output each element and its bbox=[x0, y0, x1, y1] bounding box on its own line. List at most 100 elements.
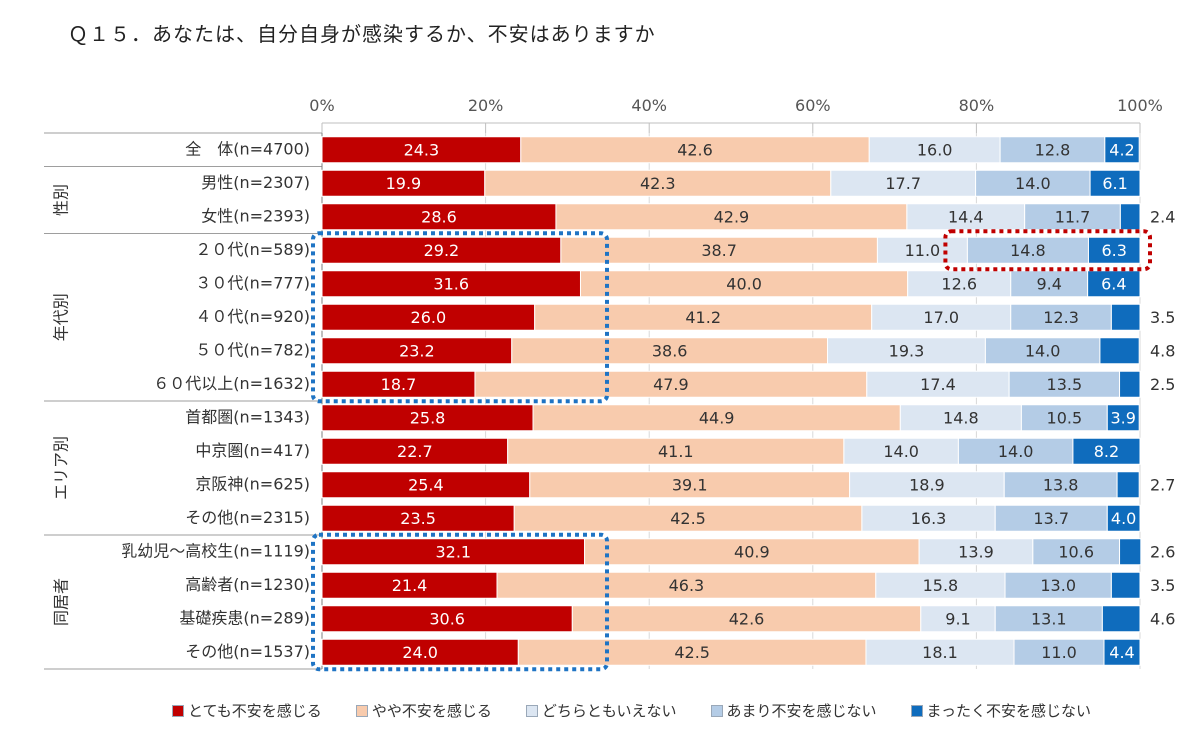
data-label: 16.3 bbox=[911, 509, 947, 528]
data-label-outside: 4.6 bbox=[1150, 609, 1175, 628]
data-label: 18.9 bbox=[909, 475, 945, 494]
bar-segment bbox=[321, 236, 562, 264]
bar-segment bbox=[513, 504, 863, 532]
bar-segment bbox=[830, 169, 977, 197]
data-label: 41.1 bbox=[658, 442, 694, 461]
row-label: その他(n=2315) bbox=[185, 508, 310, 527]
data-label: 12.6 bbox=[941, 274, 977, 293]
bar-segment bbox=[321, 638, 519, 666]
legend-swatch bbox=[172, 704, 184, 717]
bar-segment bbox=[321, 538, 586, 566]
highlight-box-20s bbox=[943, 229, 1152, 272]
data-label: 29.2 bbox=[424, 241, 460, 260]
data-label: 19.9 bbox=[386, 174, 422, 193]
bar-segment bbox=[1087, 270, 1141, 298]
bar-segment bbox=[957, 437, 1074, 465]
data-label: 41.2 bbox=[685, 308, 721, 327]
data-label: 4.2 bbox=[1109, 140, 1134, 159]
data-label-outside: 3.5 bbox=[1150, 308, 1175, 327]
bar-segment bbox=[994, 605, 1103, 633]
data-label: 12.8 bbox=[1035, 140, 1071, 159]
bar-segment bbox=[1072, 437, 1141, 465]
data-label: 13.5 bbox=[1047, 375, 1083, 394]
row-label: ２０代(n=589) bbox=[195, 240, 310, 259]
data-label: 18.7 bbox=[381, 375, 417, 394]
bar-segment bbox=[321, 571, 498, 599]
bar-segment bbox=[321, 169, 486, 197]
data-label: 13.7 bbox=[1033, 509, 1069, 528]
x-tick-label: 20% bbox=[468, 96, 504, 115]
data-label: 14.0 bbox=[1015, 174, 1051, 193]
data-label: 14.8 bbox=[943, 408, 979, 427]
bar-segment bbox=[999, 136, 1106, 164]
bar-segment bbox=[1024, 203, 1121, 231]
legend-label: あまり不安を感じない bbox=[726, 702, 877, 720]
data-label: 4.4 bbox=[1109, 643, 1134, 662]
data-label: 9.4 bbox=[1036, 274, 1061, 293]
bar-segment bbox=[1013, 638, 1105, 666]
bar-segment bbox=[321, 203, 557, 231]
bar-segment bbox=[843, 437, 959, 465]
bar-segment bbox=[321, 471, 531, 499]
data-label: 39.1 bbox=[672, 475, 708, 494]
bar-segment bbox=[321, 370, 476, 398]
bar-segment bbox=[906, 203, 1026, 231]
bar-segment bbox=[984, 337, 1101, 365]
data-label: 15.8 bbox=[923, 576, 959, 595]
bar-segment bbox=[321, 504, 515, 532]
bar-segment bbox=[534, 303, 873, 331]
legend-swatch bbox=[910, 704, 923, 717]
x-tick-label: 60% bbox=[795, 96, 831, 115]
bar-segment bbox=[321, 270, 581, 298]
data-label: 24.3 bbox=[404, 140, 440, 159]
data-label: 42.6 bbox=[729, 609, 765, 628]
data-label: 31.6 bbox=[433, 274, 469, 293]
legend-item: とても不安を感じる bbox=[172, 700, 322, 721]
row-label: 乳幼児～高校生(n=1119) bbox=[121, 541, 310, 560]
legend-swatch bbox=[355, 704, 368, 717]
bar-segment bbox=[1116, 471, 1140, 499]
row-label: 中京圏(n=417) bbox=[195, 441, 310, 460]
bar-segment bbox=[1119, 370, 1141, 398]
data-label: 13.0 bbox=[1040, 576, 1076, 595]
row-label: 首都圏(n=1343) bbox=[185, 407, 310, 426]
data-label: 10.5 bbox=[1047, 408, 1083, 427]
bar-segment bbox=[1104, 136, 1140, 164]
data-label: 23.2 bbox=[399, 341, 435, 360]
data-label: 10.6 bbox=[1058, 542, 1094, 561]
data-label: 3.9 bbox=[1111, 408, 1136, 427]
data-label: 24.0 bbox=[402, 643, 438, 662]
data-label: 6.1 bbox=[1102, 174, 1127, 193]
bar-segment bbox=[1087, 236, 1141, 264]
bar-segment bbox=[1003, 471, 1118, 499]
bar-segment bbox=[994, 504, 1108, 532]
legend-item: あまり不安を感じない bbox=[710, 700, 877, 721]
data-label: 28.6 bbox=[421, 207, 457, 226]
bar-segment bbox=[321, 404, 534, 432]
data-label: 25.8 bbox=[410, 408, 446, 427]
data-label: 30.6 bbox=[429, 609, 465, 628]
data-label: 32.1 bbox=[435, 542, 471, 561]
row-label: ３０代(n=777) bbox=[195, 273, 310, 292]
row-label: ４０代(n=920) bbox=[195, 307, 310, 326]
bar-segment bbox=[532, 404, 901, 432]
x-tick-label: 100% bbox=[1117, 96, 1163, 115]
bar-segment bbox=[555, 203, 908, 231]
bar-segment bbox=[474, 370, 868, 398]
data-label: 8.2 bbox=[1094, 442, 1119, 461]
bar-segment bbox=[866, 370, 1010, 398]
bar-segment bbox=[584, 538, 920, 566]
legend-item: どちらともいえない bbox=[525, 700, 677, 721]
data-label: 12.3 bbox=[1043, 308, 1079, 327]
row-label: 男性(n=2307) bbox=[201, 173, 310, 192]
bar-segment bbox=[1119, 538, 1142, 566]
bar-segment bbox=[1099, 337, 1140, 365]
data-label: 13.8 bbox=[1043, 475, 1079, 494]
row-label: 京阪神(n=625) bbox=[195, 474, 310, 493]
bar-segment bbox=[321, 605, 573, 633]
data-label: 16.0 bbox=[917, 140, 953, 159]
group-label: 同居者 bbox=[52, 578, 71, 626]
data-label: 13.1 bbox=[1031, 609, 1067, 628]
data-label: 14.0 bbox=[1025, 341, 1061, 360]
bar-segment bbox=[579, 270, 909, 298]
